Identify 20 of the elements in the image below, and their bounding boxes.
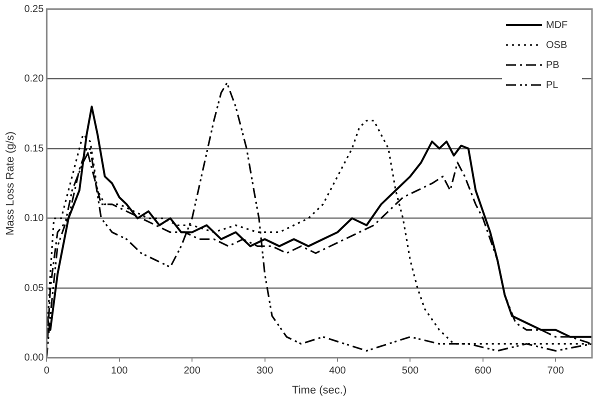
y-tick-label: 0.20: [24, 74, 44, 85]
x-tick-label: 700: [547, 366, 564, 377]
y-tick-label: 0.05: [24, 282, 44, 294]
x-tick-label: 400: [329, 366, 346, 377]
x-axis-title: Time (sec.): [292, 384, 347, 396]
x-tick-label: 600: [474, 366, 492, 377]
y-tick-label: 0.25: [24, 4, 44, 15]
x-tick-label: 200: [184, 366, 201, 377]
y-tick-label: 0.10: [24, 213, 44, 224]
legend-label: OSB: [546, 40, 568, 51]
legend-label: PB: [546, 60, 560, 71]
y-tick-label: 0.15: [24, 143, 44, 154]
x-tick-label: 500: [402, 366, 419, 377]
y-axis-title: Mass Loss Rate (g/s): [4, 131, 17, 236]
y-tick-label: 0.00: [24, 352, 44, 364]
legend-label: PL: [546, 80, 559, 91]
x-tick-label: 300: [256, 366, 274, 377]
x-tick-label: 100: [111, 366, 128, 377]
legend-label: MDF: [546, 20, 568, 31]
x-tick-label: 0: [44, 366, 50, 377]
